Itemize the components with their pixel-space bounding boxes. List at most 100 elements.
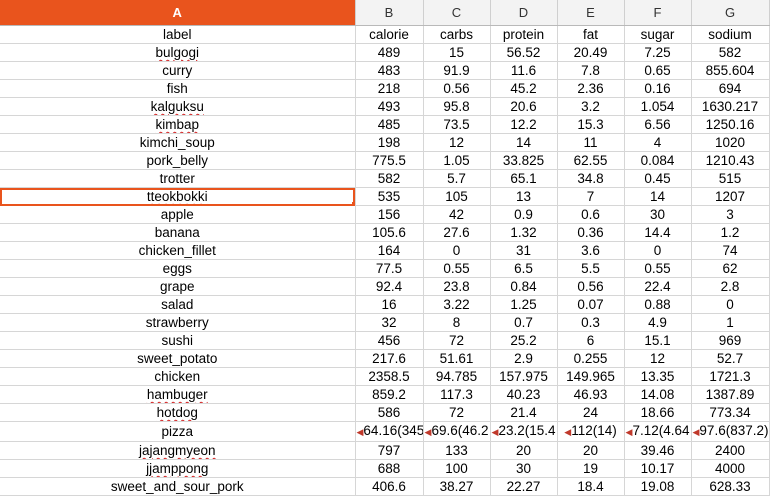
value-cell-sugar[interactable]: 4 bbox=[624, 133, 692, 152]
label-cell[interactable]: sweet_and_sour_pork bbox=[0, 477, 356, 496]
label-cell[interactable]: strawberry bbox=[0, 313, 356, 332]
value-cell-sugar[interactable]: 39.46 bbox=[624, 441, 692, 460]
column-header-g[interactable]: G bbox=[691, 0, 770, 26]
label-cell[interactable]: sushi bbox=[0, 331, 356, 350]
value-cell-sugar[interactable]: ◀7.12(4.64 bbox=[624, 421, 692, 442]
value-cell-fat[interactable]: ◀112(14) bbox=[557, 421, 625, 442]
value-cell-fat[interactable]: 34.8 bbox=[557, 169, 625, 188]
label-cell[interactable]: jajangmyeon bbox=[0, 441, 356, 460]
value-cell-carbs[interactable]: 1.05 bbox=[423, 151, 491, 170]
value-cell-protein[interactable]: 0.9 bbox=[490, 205, 558, 224]
value-cell-sugar[interactable]: 4.9 bbox=[624, 313, 692, 332]
value-cell-calorie[interactable]: 92.4 bbox=[355, 277, 424, 296]
value-cell-carbs[interactable]: ◀69.6(46.2 bbox=[423, 421, 491, 442]
label-cell[interactable]: kimbap bbox=[0, 115, 356, 134]
value-cell-fat[interactable]: 0.3 bbox=[557, 313, 625, 332]
value-cell-carbs[interactable]: 95.8 bbox=[423, 97, 491, 116]
value-cell-sugar[interactable]: 13.35 bbox=[624, 367, 692, 386]
value-cell-sodium[interactable]: 1630.217 bbox=[691, 97, 770, 116]
header-cell-sodium[interactable]: sodium bbox=[691, 25, 770, 44]
label-cell[interactable]: eggs bbox=[0, 259, 356, 278]
value-cell-sugar[interactable]: 22.4 bbox=[624, 277, 692, 296]
value-cell-protein[interactable]: 1.25 bbox=[490, 295, 558, 314]
value-cell-calorie[interactable]: 493 bbox=[355, 97, 424, 116]
value-cell-carbs[interactable]: 0.56 bbox=[423, 79, 491, 98]
value-cell-carbs[interactable]: 5.7 bbox=[423, 169, 491, 188]
value-cell-sugar[interactable]: 0.16 bbox=[624, 79, 692, 98]
value-cell-fat[interactable]: 7.8 bbox=[557, 61, 625, 80]
value-cell-calorie[interactable]: 489 bbox=[355, 43, 424, 62]
value-cell-sodium[interactable]: 515 bbox=[691, 169, 770, 188]
header-cell-calorie[interactable]: calorie bbox=[355, 25, 424, 44]
value-cell-protein[interactable]: 12.2 bbox=[490, 115, 558, 134]
value-cell-protein[interactable]: 6.5 bbox=[490, 259, 558, 278]
column-header-e[interactable]: E bbox=[557, 0, 625, 26]
label-cell[interactable]: grape bbox=[0, 277, 356, 296]
value-cell-sodium[interactable]: 969 bbox=[691, 331, 770, 350]
column-header-b[interactable]: B bbox=[355, 0, 424, 26]
value-cell-carbs[interactable]: 51.61 bbox=[423, 349, 491, 368]
label-cell[interactable]: bulgogi bbox=[0, 43, 356, 62]
value-cell-fat[interactable]: 19 bbox=[557, 459, 625, 478]
label-cell[interactable]: chicken bbox=[0, 367, 356, 386]
label-cell[interactable]: hambuger bbox=[0, 385, 356, 404]
value-cell-sugar[interactable]: 12 bbox=[624, 349, 692, 368]
value-cell-sodium[interactable]: 74 bbox=[691, 241, 770, 260]
value-cell-carbs[interactable]: 91.9 bbox=[423, 61, 491, 80]
value-cell-carbs[interactable]: 3.22 bbox=[423, 295, 491, 314]
value-cell-calorie[interactable]: 688 bbox=[355, 459, 424, 478]
value-cell-protein[interactable]: 14 bbox=[490, 133, 558, 152]
value-cell-protein[interactable]: 0.7 bbox=[490, 313, 558, 332]
value-cell-fat[interactable]: 0.6 bbox=[557, 205, 625, 224]
value-cell-sugar[interactable]: 14 bbox=[624, 187, 692, 206]
value-cell-calorie[interactable]: 105.6 bbox=[355, 223, 424, 242]
value-cell-protein[interactable]: 45.2 bbox=[490, 79, 558, 98]
value-cell-calorie[interactable]: 32 bbox=[355, 313, 424, 332]
column-header-c[interactable]: C bbox=[423, 0, 491, 26]
value-cell-carbs[interactable]: 0 bbox=[423, 241, 491, 260]
value-cell-protein[interactable]: 25.2 bbox=[490, 331, 558, 350]
value-cell-calorie[interactable]: 775.5 bbox=[355, 151, 424, 170]
value-cell-fat[interactable]: 5.5 bbox=[557, 259, 625, 278]
header-cell-fat[interactable]: fat bbox=[557, 25, 625, 44]
value-cell-sodium[interactable]: 1721.3 bbox=[691, 367, 770, 386]
value-cell-sugar[interactable]: 0.084 bbox=[624, 151, 692, 170]
value-cell-sodium[interactable]: 1020 bbox=[691, 133, 770, 152]
value-cell-carbs[interactable]: 38.27 bbox=[423, 477, 491, 496]
fill-handle[interactable] bbox=[351, 202, 354, 205]
value-cell-sodium[interactable]: 773.34 bbox=[691, 403, 770, 422]
value-cell-sugar[interactable]: 0.55 bbox=[624, 259, 692, 278]
value-cell-protein[interactable]: 20.6 bbox=[490, 97, 558, 116]
value-cell-fat[interactable]: 20.49 bbox=[557, 43, 625, 62]
label-cell[interactable]: kimchi_soup bbox=[0, 133, 356, 152]
value-cell-calorie[interactable]: 164 bbox=[355, 241, 424, 260]
value-cell-calorie[interactable]: 586 bbox=[355, 403, 424, 422]
value-cell-carbs[interactable]: 117.3 bbox=[423, 385, 491, 404]
value-cell-sodium[interactable]: 2.8 bbox=[691, 277, 770, 296]
value-cell-fat[interactable]: 149.965 bbox=[557, 367, 625, 386]
value-cell-carbs[interactable]: 15 bbox=[423, 43, 491, 62]
label-cell[interactable]: banana bbox=[0, 223, 356, 242]
value-cell-calorie[interactable]: 582 bbox=[355, 169, 424, 188]
value-cell-sugar[interactable]: 15.1 bbox=[624, 331, 692, 350]
value-cell-protein[interactable]: 56.52 bbox=[490, 43, 558, 62]
value-cell-fat[interactable]: 20 bbox=[557, 441, 625, 460]
label-cell[interactable]: curry bbox=[0, 61, 356, 80]
value-cell-protein[interactable]: 40.23 bbox=[490, 385, 558, 404]
value-cell-protein[interactable]: 33.825 bbox=[490, 151, 558, 170]
header-cell-label[interactable]: label bbox=[0, 25, 356, 44]
value-cell-sugar[interactable]: 0.88 bbox=[624, 295, 692, 314]
value-cell-sodium[interactable]: 1210.43 bbox=[691, 151, 770, 170]
value-cell-carbs[interactable]: 73.5 bbox=[423, 115, 491, 134]
value-cell-fat[interactable]: 3.6 bbox=[557, 241, 625, 260]
value-cell-carbs[interactable]: 12 bbox=[423, 133, 491, 152]
value-cell-protein[interactable]: 22.27 bbox=[490, 477, 558, 496]
value-cell-protein[interactable]: 31 bbox=[490, 241, 558, 260]
label-cell[interactable]: jjamppong bbox=[0, 459, 356, 478]
value-cell-sugar[interactable]: 6.56 bbox=[624, 115, 692, 134]
value-cell-sodium[interactable]: 1.2 bbox=[691, 223, 770, 242]
value-cell-sugar[interactable]: 1.054 bbox=[624, 97, 692, 116]
value-cell-sugar[interactable]: 0 bbox=[624, 241, 692, 260]
value-cell-sugar[interactable]: 30 bbox=[624, 205, 692, 224]
value-cell-fat[interactable]: 11 bbox=[557, 133, 625, 152]
